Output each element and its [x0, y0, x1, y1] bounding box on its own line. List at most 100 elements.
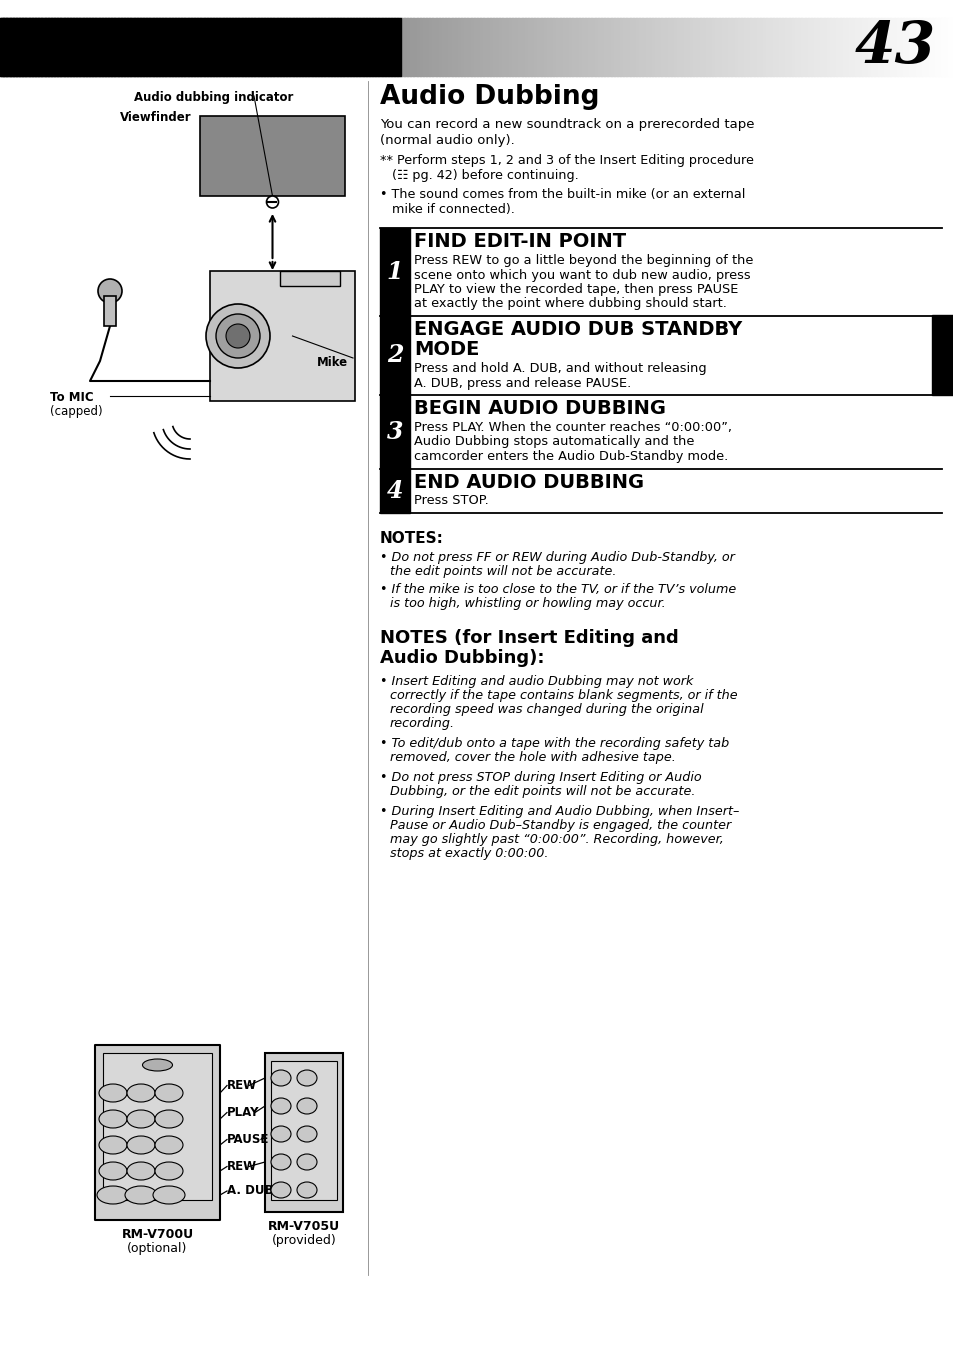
Bar: [391, 18, 395, 76]
Bar: [114, 18, 118, 76]
Bar: [400, 18, 404, 76]
Bar: [784, 18, 789, 76]
Text: (provided): (provided): [272, 1234, 336, 1247]
Bar: [679, 18, 684, 76]
Text: may go slightly past “0:00:00”. Recording, however,: may go slightly past “0:00:00”. Recordin…: [390, 833, 723, 846]
Bar: [359, 18, 363, 76]
Bar: [343, 18, 347, 76]
Bar: [699, 18, 703, 76]
Bar: [150, 18, 153, 76]
Text: recording.: recording.: [390, 717, 455, 730]
Text: is too high, whistling or howling may occur.: is too high, whistling or howling may oc…: [390, 598, 665, 610]
Text: correctly if the tape contains blank segments, or if the: correctly if the tape contains blank seg…: [390, 688, 737, 702]
Bar: [165, 18, 170, 76]
Bar: [397, 18, 401, 76]
Bar: [718, 18, 722, 76]
Bar: [794, 18, 799, 76]
Bar: [617, 18, 620, 76]
Text: • To edit/dub onto a tape with the recording safety tab: • To edit/dub onto a tape with the recor…: [379, 737, 728, 751]
Text: ** Perform steps 1, 2 and 3 of the Insert Editing procedure: ** Perform steps 1, 2 and 3 of the Inser…: [379, 154, 753, 167]
Bar: [127, 18, 132, 76]
Bar: [502, 18, 506, 76]
Bar: [740, 18, 744, 76]
Bar: [105, 18, 109, 76]
Bar: [524, 18, 528, 76]
Text: REW: REW: [227, 1160, 257, 1173]
Bar: [874, 18, 878, 76]
Bar: [193, 18, 198, 76]
Bar: [460, 18, 465, 76]
Bar: [293, 18, 296, 76]
Bar: [474, 18, 477, 76]
Bar: [934, 18, 938, 76]
Bar: [436, 18, 439, 76]
Bar: [581, 18, 585, 76]
Bar: [705, 18, 709, 76]
Bar: [508, 18, 513, 76]
Text: 3: 3: [386, 420, 403, 443]
Text: Mike: Mike: [316, 356, 348, 369]
Bar: [289, 18, 294, 76]
Bar: [476, 18, 480, 76]
Bar: [470, 18, 475, 76]
Bar: [426, 18, 430, 76]
Ellipse shape: [142, 1060, 172, 1070]
Text: RM-V705U: RM-V705U: [268, 1220, 339, 1233]
Bar: [178, 18, 182, 76]
Ellipse shape: [271, 1126, 291, 1142]
Circle shape: [266, 196, 278, 209]
Bar: [384, 18, 389, 76]
Text: Audio Dubbing stops automatically and the: Audio Dubbing stops automatically and th…: [414, 435, 694, 449]
Bar: [772, 18, 776, 76]
Bar: [505, 18, 509, 76]
Bar: [769, 18, 773, 76]
Ellipse shape: [99, 1110, 127, 1127]
Bar: [677, 18, 680, 76]
Bar: [600, 18, 604, 76]
Bar: [527, 18, 532, 76]
Bar: [743, 18, 747, 76]
Bar: [70, 18, 74, 76]
Bar: [57, 18, 61, 76]
Bar: [324, 18, 328, 76]
Bar: [416, 18, 420, 76]
Bar: [645, 18, 649, 76]
Bar: [172, 18, 175, 76]
Bar: [104, 295, 116, 327]
Circle shape: [206, 304, 270, 369]
Bar: [162, 18, 166, 76]
Bar: [155, 18, 160, 76]
Bar: [181, 18, 185, 76]
Ellipse shape: [296, 1126, 316, 1142]
Text: MODE: MODE: [414, 340, 478, 359]
Ellipse shape: [99, 1084, 127, 1102]
Text: • The sound comes from the built-in mike (or an external: • The sound comes from the built-in mike…: [379, 188, 744, 201]
Bar: [103, 1053, 212, 1201]
Bar: [746, 18, 751, 76]
Text: FIND EDIT-IN POINT: FIND EDIT-IN POINT: [414, 232, 625, 251]
Bar: [817, 18, 821, 76]
Ellipse shape: [127, 1135, 154, 1154]
Bar: [280, 271, 339, 286]
Bar: [543, 18, 547, 76]
Bar: [19, 18, 23, 76]
Text: REW: REW: [227, 1079, 257, 1092]
Bar: [540, 18, 544, 76]
Text: Press STOP.: Press STOP.: [414, 495, 488, 508]
Bar: [422, 18, 427, 76]
Bar: [915, 18, 919, 76]
Text: 43: 43: [854, 19, 935, 76]
Bar: [941, 18, 944, 76]
Bar: [493, 18, 497, 76]
Bar: [537, 18, 541, 76]
Bar: [467, 18, 471, 76]
Bar: [336, 18, 341, 76]
Bar: [133, 18, 137, 76]
Bar: [521, 18, 525, 76]
Bar: [191, 18, 194, 76]
Bar: [257, 18, 261, 76]
Bar: [950, 18, 953, 76]
Bar: [578, 18, 582, 76]
Bar: [603, 18, 608, 76]
Bar: [708, 18, 713, 76]
